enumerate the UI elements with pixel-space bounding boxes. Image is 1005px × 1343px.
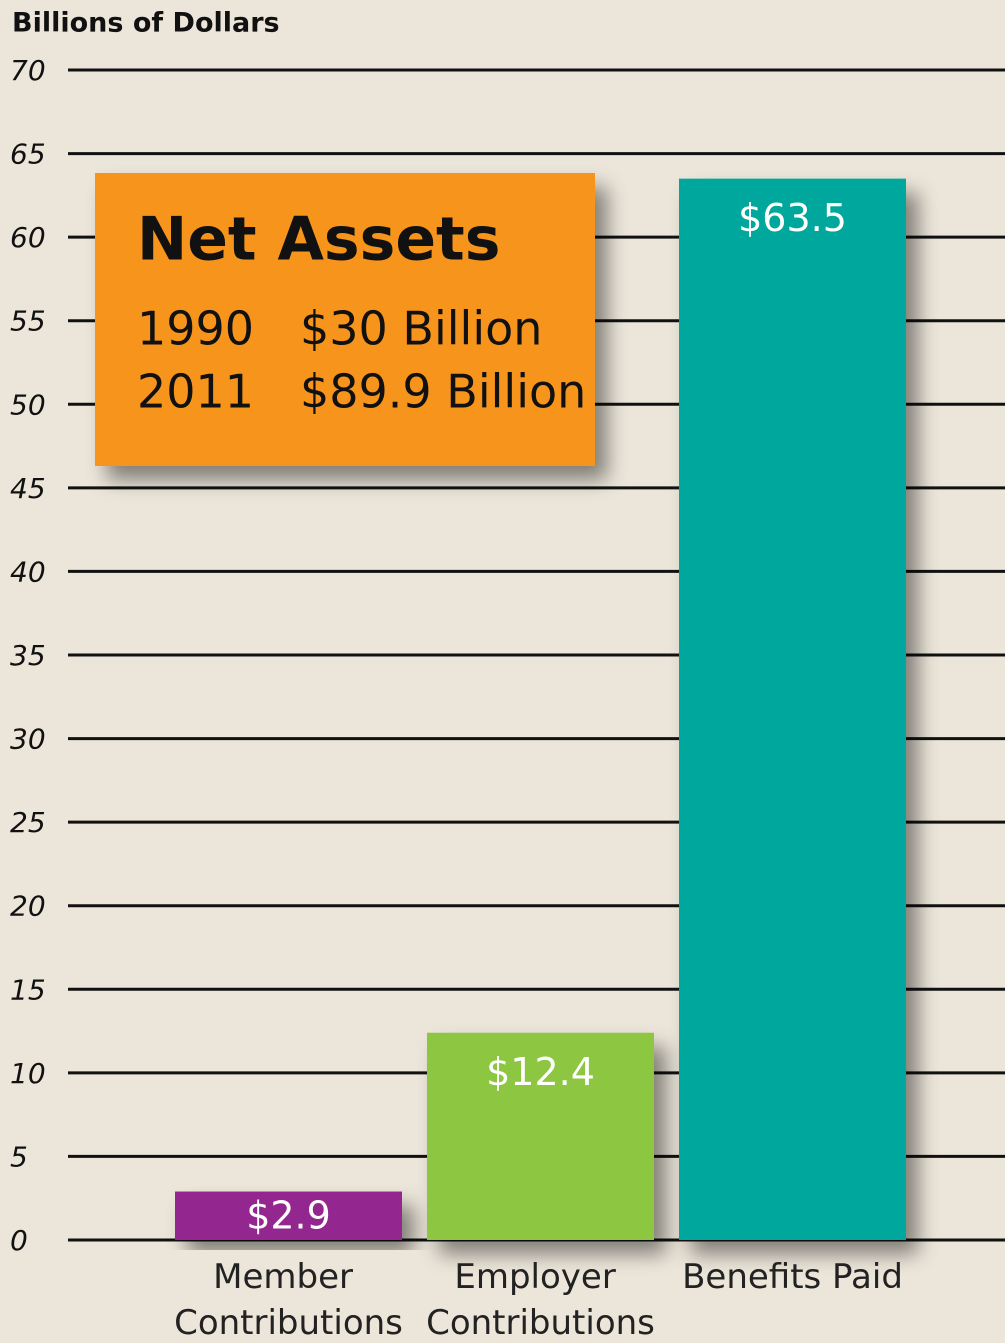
y-tick-label: 0: [10, 1224, 28, 1257]
y-tick-label: 55: [10, 305, 46, 338]
y-axis-label: Billions of Dollars: [12, 8, 280, 39]
annotation-year: 1990: [137, 302, 254, 356]
y-tick-label: 45: [10, 472, 46, 505]
x-tick-label: Employer Contributions: [426, 1257, 655, 1343]
x-tick-label: Member Contributions: [174, 1257, 403, 1343]
value-label: $12.4: [486, 1050, 595, 1094]
y-tick-label: 30: [10, 723, 46, 756]
y-tick-label: 20: [10, 890, 46, 923]
y-tick-label: 65: [10, 138, 46, 171]
y-tick-label: 15: [10, 973, 46, 1006]
annotation-title: Net Assets: [137, 205, 500, 275]
annotation-amount: $30 Billion: [300, 302, 542, 356]
y-tick-label: 70: [10, 54, 46, 87]
bar: [175, 1191, 402, 1240]
y-tick-label: 40: [10, 555, 46, 588]
y-tick-label: 10: [10, 1057, 46, 1090]
y-tick-label: 35: [10, 639, 46, 672]
y-tick-label: 25: [10, 806, 46, 839]
y-tick-label: 5: [10, 1140, 28, 1173]
annotation-box: [95, 173, 595, 466]
x-tick-label: Benefits Paid: [682, 1257, 903, 1297]
bar: [679, 178, 906, 1241]
value-label: $63.5: [738, 196, 847, 240]
y-tick-label: 60: [10, 221, 46, 254]
annotation-year: 2011: [137, 365, 254, 419]
value-label: $2.9: [246, 1193, 331, 1237]
bar: [427, 1032, 654, 1240]
y-tick-label: 50: [10, 388, 46, 421]
annotation-amount: $89.9 Billion: [300, 365, 586, 419]
